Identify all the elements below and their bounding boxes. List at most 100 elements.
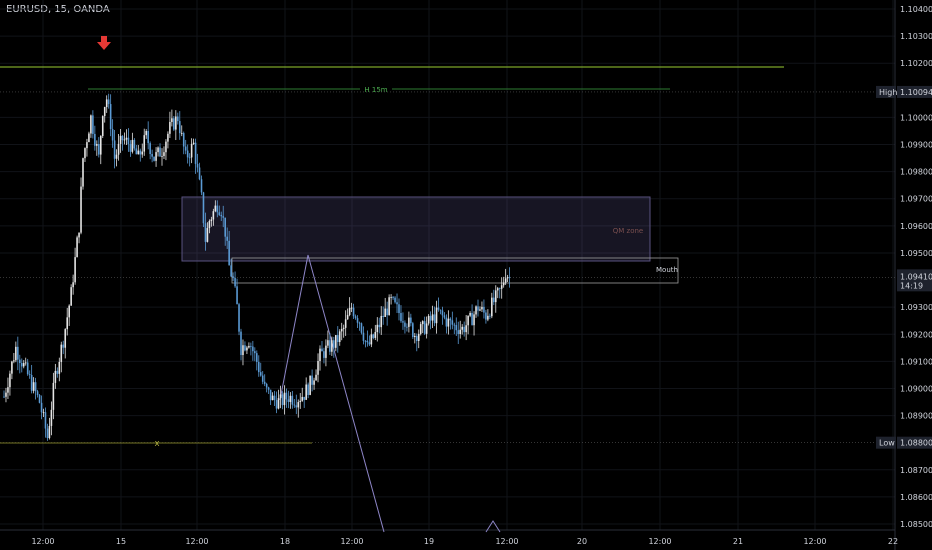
candle-body (117, 143, 120, 155)
candle-body (226, 236, 228, 241)
candle-body (388, 297, 390, 316)
candle-body (145, 131, 147, 136)
candle-body (463, 326, 465, 333)
time-tick-label: 12:00 (803, 537, 826, 546)
candle-body (149, 143, 151, 154)
candle-body (473, 314, 475, 326)
candle-body (285, 392, 288, 400)
candle-body (155, 152, 157, 161)
bar-countdown: 14:19 (900, 281, 923, 290)
candle-body (200, 179, 203, 193)
candle-body (309, 375, 311, 395)
candle-body (257, 361, 260, 373)
candle-body (489, 315, 491, 317)
candle-body (32, 382, 35, 391)
candle-body (504, 278, 507, 283)
candle-body (182, 133, 185, 147)
candle-body (222, 216, 225, 218)
candle-body (38, 395, 41, 403)
candle-body (242, 345, 244, 356)
time-tick-label: 18 (280, 537, 290, 546)
candle-body (198, 167, 201, 180)
candle-body (350, 307, 353, 309)
candle-body (372, 334, 375, 338)
candle-body (13, 360, 15, 362)
candle-body (331, 340, 333, 352)
candle-body (167, 133, 169, 142)
candle-body (400, 313, 402, 322)
price-tick-label: 1.10200 (900, 59, 932, 68)
candle-body (441, 310, 444, 316)
candle-body (271, 395, 274, 401)
candle-body (469, 312, 471, 316)
candle-body (88, 133, 90, 143)
candle-body (477, 306, 479, 311)
candle-body (493, 297, 495, 303)
candle-body (281, 394, 284, 406)
candle-body (5, 392, 7, 397)
candle-body (186, 150, 189, 158)
low-tag-bg (876, 436, 896, 449)
candle-body (101, 116, 104, 136)
candle-body (151, 153, 153, 157)
candle-body (360, 323, 363, 333)
qm-zone-box[interactable] (181, 196, 651, 262)
price-tick-label: 1.09100 (900, 357, 932, 366)
candle-body (234, 277, 236, 287)
candle-body (325, 345, 327, 358)
candle-body (165, 141, 167, 153)
candle-body (22, 363, 25, 367)
candle-body (212, 211, 215, 220)
candle-body (273, 395, 276, 401)
candle-body (119, 135, 122, 144)
time-tick-label: 12:00 (495, 537, 518, 546)
candle-body (364, 340, 367, 342)
candle-body (500, 285, 503, 289)
candle-body (121, 135, 124, 141)
candle-body (135, 148, 138, 155)
candle-body (333, 340, 335, 348)
candle-body (321, 348, 323, 352)
candle-body (137, 150, 140, 155)
candle-body (412, 323, 414, 337)
candle-body (98, 144, 100, 155)
candle-body (171, 118, 173, 122)
candle-body (289, 395, 292, 402)
candle-body (133, 139, 136, 149)
candle-body (457, 330, 460, 335)
candle-body (159, 147, 161, 157)
candle-body (406, 326, 408, 328)
candle-body (173, 118, 175, 130)
candle-body (228, 240, 230, 266)
candle-body (402, 321, 404, 323)
candle-body (188, 157, 191, 159)
candle-body (269, 389, 272, 401)
candle-body (204, 223, 207, 242)
candle-body (56, 370, 59, 374)
candle-body (214, 205, 217, 212)
candle-body (356, 318, 359, 323)
candle-body (392, 297, 394, 298)
price-tick-label: 1.09300 (900, 303, 932, 312)
candle-body (19, 359, 21, 364)
time-tick-label: 20 (577, 537, 587, 546)
h15m-label: H 15m (364, 86, 387, 94)
mouth-box[interactable] (231, 257, 679, 284)
price-tick-label: 1.09000 (900, 384, 932, 393)
candle-body (192, 142, 195, 144)
candle-body (107, 99, 110, 105)
candle-body (376, 324, 379, 333)
candle-body (42, 412, 45, 414)
candle-body (382, 315, 384, 317)
price-tick-label: 1.09700 (900, 195, 932, 204)
candle-body (254, 351, 256, 354)
low-tag-label: Low (879, 439, 895, 448)
price-tick-label: 1.09600 (900, 222, 932, 231)
candle-body (20, 363, 23, 367)
candle-body (431, 314, 434, 321)
candle-body (177, 116, 179, 122)
projection-line[interactable] (485, 520, 501, 533)
projection-line[interactable] (279, 254, 385, 533)
candle-body (307, 384, 309, 395)
